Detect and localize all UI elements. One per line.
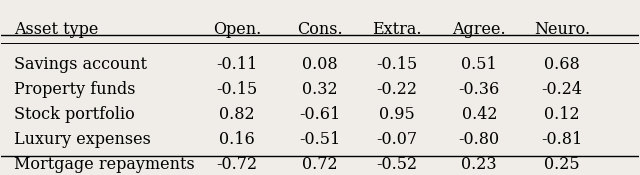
Text: 0.42: 0.42 (461, 106, 497, 123)
Text: -0.22: -0.22 (376, 81, 417, 98)
Text: 0.25: 0.25 (545, 156, 580, 173)
Text: Agree.: Agree. (452, 21, 506, 38)
Text: -0.11: -0.11 (216, 56, 258, 73)
Text: 0.23: 0.23 (461, 156, 497, 173)
Text: 0.12: 0.12 (545, 106, 580, 123)
Text: Mortgage repayments: Mortgage repayments (14, 156, 195, 173)
Text: 0.72: 0.72 (302, 156, 338, 173)
Text: 0.95: 0.95 (379, 106, 414, 123)
Text: Luxury expenses: Luxury expenses (14, 131, 151, 148)
Text: -0.72: -0.72 (216, 156, 258, 173)
Text: -0.24: -0.24 (541, 81, 582, 98)
Text: Extra.: Extra. (372, 21, 421, 38)
Text: -0.15: -0.15 (376, 56, 417, 73)
Text: -0.61: -0.61 (300, 106, 340, 123)
Text: -0.07: -0.07 (376, 131, 417, 148)
Text: Cons.: Cons. (297, 21, 343, 38)
Text: 0.16: 0.16 (220, 131, 255, 148)
Text: 0.51: 0.51 (461, 56, 497, 73)
Text: Neuro.: Neuro. (534, 21, 590, 38)
Text: -0.52: -0.52 (376, 156, 417, 173)
Text: -0.51: -0.51 (300, 131, 340, 148)
Text: -0.81: -0.81 (541, 131, 583, 148)
Text: -0.36: -0.36 (459, 81, 500, 98)
Text: Stock portfolio: Stock portfolio (14, 106, 135, 123)
Text: 0.32: 0.32 (302, 81, 338, 98)
Text: -0.15: -0.15 (216, 81, 258, 98)
Text: Savings account: Savings account (14, 56, 147, 73)
Text: Property funds: Property funds (14, 81, 136, 98)
Text: 0.82: 0.82 (220, 106, 255, 123)
Text: 0.68: 0.68 (544, 56, 580, 73)
Text: Open.: Open. (213, 21, 261, 38)
Text: -0.80: -0.80 (459, 131, 500, 148)
Text: 0.08: 0.08 (302, 56, 338, 73)
Text: Asset type: Asset type (14, 21, 99, 38)
